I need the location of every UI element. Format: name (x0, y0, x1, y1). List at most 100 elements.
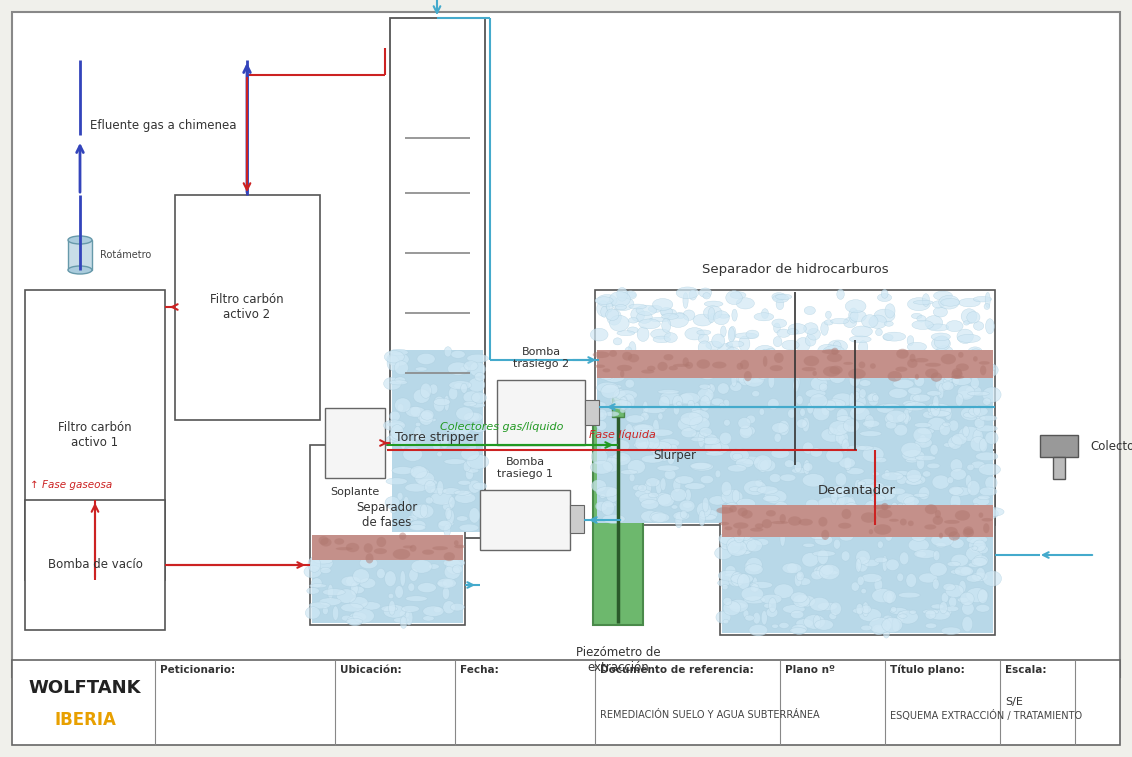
Ellipse shape (843, 317, 857, 328)
Ellipse shape (469, 480, 481, 493)
Text: Peticionario:: Peticionario: (160, 665, 235, 675)
Ellipse shape (804, 322, 818, 335)
Ellipse shape (715, 470, 721, 478)
Ellipse shape (411, 467, 429, 478)
Ellipse shape (719, 403, 726, 409)
Ellipse shape (607, 309, 621, 325)
Ellipse shape (309, 602, 331, 609)
Ellipse shape (685, 483, 705, 490)
Ellipse shape (762, 519, 772, 528)
Ellipse shape (927, 403, 941, 414)
Ellipse shape (350, 597, 368, 609)
Ellipse shape (974, 322, 984, 330)
Ellipse shape (749, 487, 761, 491)
Ellipse shape (412, 504, 434, 519)
Ellipse shape (892, 618, 900, 632)
Text: Torre stripper: Torre stripper (395, 431, 479, 444)
Ellipse shape (908, 363, 925, 378)
Ellipse shape (907, 335, 914, 345)
Ellipse shape (834, 487, 844, 495)
Ellipse shape (962, 528, 974, 537)
Ellipse shape (849, 425, 855, 431)
Ellipse shape (744, 480, 766, 495)
Ellipse shape (701, 475, 713, 484)
Ellipse shape (877, 504, 884, 509)
Ellipse shape (734, 529, 745, 543)
Ellipse shape (624, 347, 633, 361)
Ellipse shape (719, 532, 739, 545)
Ellipse shape (432, 441, 440, 450)
Ellipse shape (603, 412, 619, 416)
Ellipse shape (914, 358, 928, 363)
Ellipse shape (392, 466, 414, 475)
Ellipse shape (454, 540, 458, 546)
Ellipse shape (470, 403, 484, 408)
Ellipse shape (860, 625, 872, 631)
Ellipse shape (830, 602, 841, 615)
Ellipse shape (702, 437, 720, 444)
Ellipse shape (628, 341, 636, 356)
Ellipse shape (835, 473, 847, 486)
Ellipse shape (651, 429, 674, 436)
Ellipse shape (865, 415, 874, 429)
Ellipse shape (740, 425, 755, 436)
Ellipse shape (745, 564, 763, 575)
Ellipse shape (603, 371, 625, 382)
Ellipse shape (360, 557, 378, 569)
Ellipse shape (646, 366, 655, 371)
Text: Piezómetro de
extracción: Piezómetro de extracción (576, 646, 660, 674)
Ellipse shape (694, 365, 705, 375)
Ellipse shape (917, 457, 925, 469)
Ellipse shape (737, 363, 743, 370)
Bar (497, 380, 585, 445)
Ellipse shape (754, 455, 772, 471)
Ellipse shape (764, 603, 772, 608)
Ellipse shape (833, 401, 842, 407)
Ellipse shape (685, 328, 704, 340)
Ellipse shape (885, 531, 892, 541)
Ellipse shape (661, 313, 678, 319)
Ellipse shape (934, 336, 950, 349)
Ellipse shape (674, 404, 679, 415)
Ellipse shape (381, 606, 397, 612)
Ellipse shape (709, 496, 727, 505)
Ellipse shape (850, 407, 871, 420)
Ellipse shape (698, 432, 704, 447)
Ellipse shape (814, 619, 833, 630)
Ellipse shape (813, 615, 821, 628)
Ellipse shape (637, 484, 646, 491)
Ellipse shape (949, 597, 957, 607)
Ellipse shape (320, 538, 332, 547)
Ellipse shape (911, 534, 926, 541)
Ellipse shape (663, 354, 674, 360)
Text: Separador
de fases: Separador de fases (357, 501, 418, 529)
Bar (571, 505, 584, 533)
Ellipse shape (971, 517, 979, 521)
Ellipse shape (848, 445, 866, 450)
Ellipse shape (803, 352, 808, 357)
Ellipse shape (940, 602, 947, 614)
Ellipse shape (702, 497, 709, 512)
Ellipse shape (890, 608, 908, 615)
Ellipse shape (809, 597, 830, 611)
Text: Título plano:: Título plano: (890, 665, 964, 675)
Ellipse shape (805, 335, 816, 346)
Ellipse shape (796, 571, 804, 581)
Ellipse shape (871, 495, 885, 502)
Ellipse shape (675, 512, 684, 522)
Ellipse shape (734, 522, 748, 529)
Ellipse shape (393, 549, 410, 559)
Ellipse shape (683, 357, 689, 366)
Ellipse shape (449, 381, 472, 390)
Ellipse shape (706, 341, 722, 350)
Ellipse shape (744, 596, 765, 604)
Ellipse shape (675, 476, 694, 484)
Ellipse shape (429, 564, 439, 569)
Ellipse shape (914, 494, 928, 497)
Ellipse shape (697, 330, 711, 335)
Ellipse shape (917, 316, 926, 322)
Ellipse shape (960, 567, 971, 575)
Ellipse shape (832, 393, 854, 407)
Ellipse shape (625, 379, 635, 388)
Ellipse shape (627, 459, 645, 474)
